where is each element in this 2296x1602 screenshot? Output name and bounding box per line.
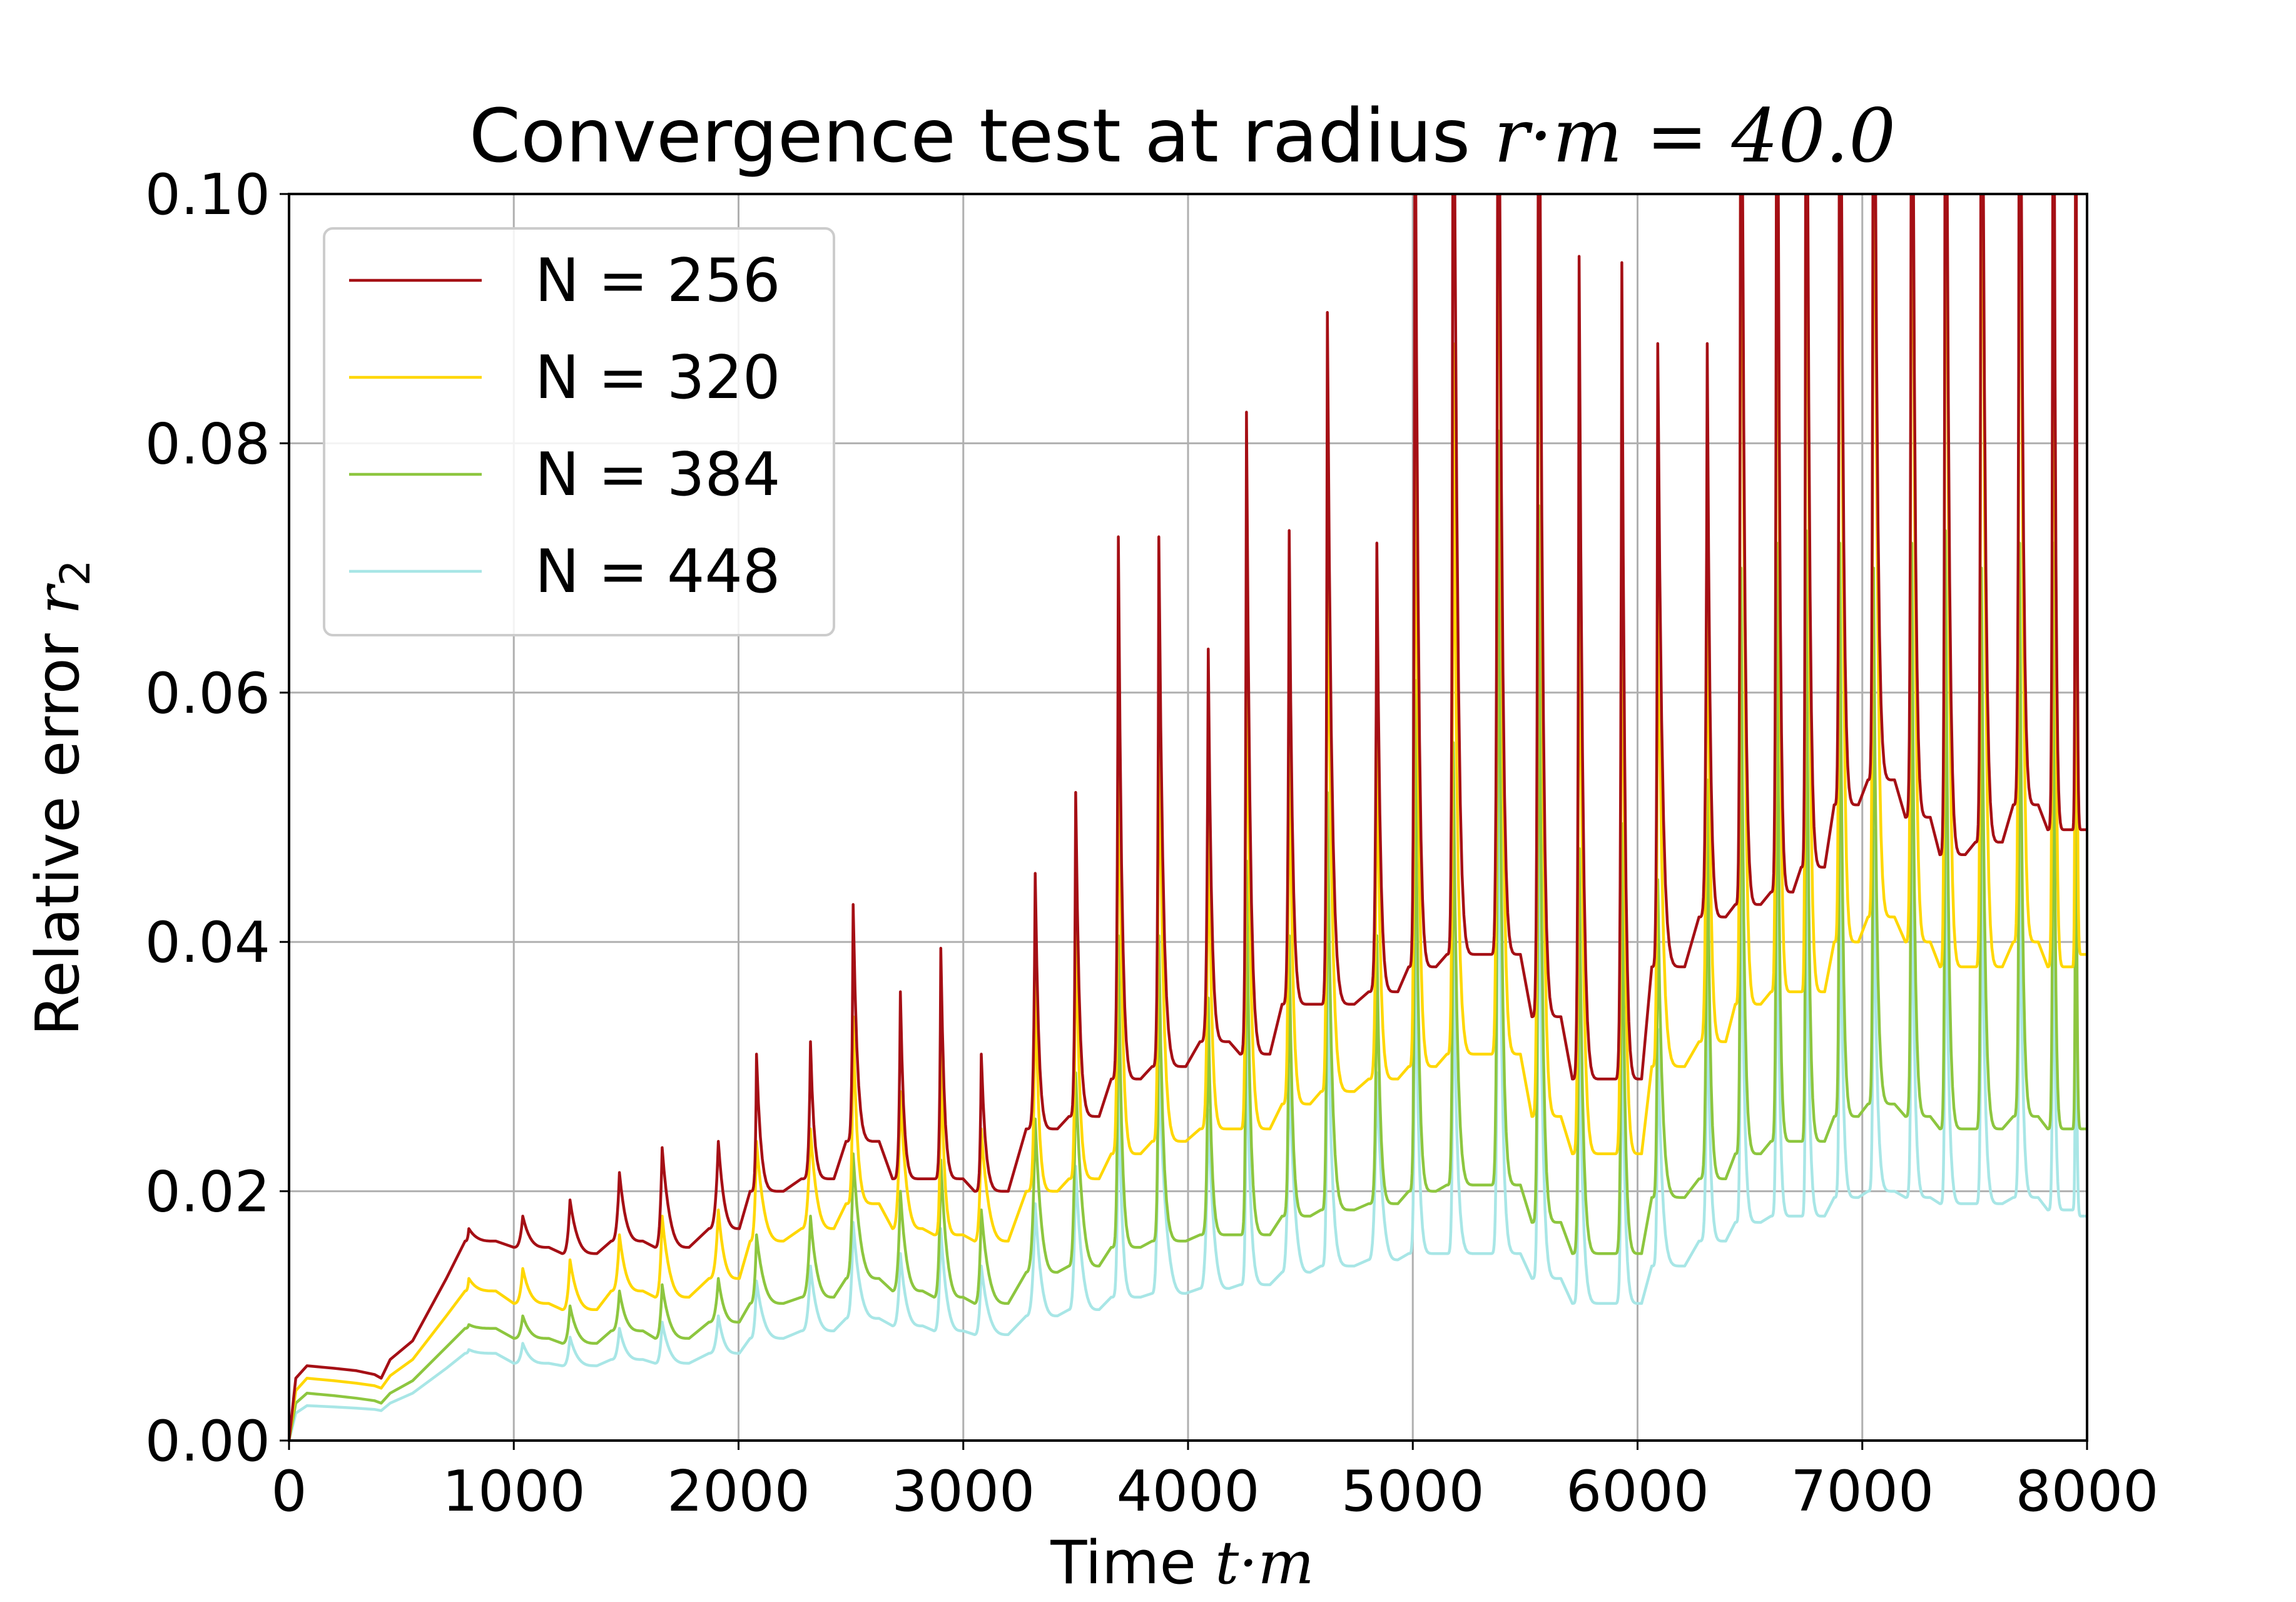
y-tick-label: 0.08 bbox=[145, 411, 270, 477]
legend-label: N = 320 bbox=[535, 344, 780, 412]
x-axis-label: Time t·m bbox=[1050, 1529, 1314, 1598]
y-tick-label: 0.06 bbox=[145, 661, 270, 727]
chart-title-math: r·m = 40.0 bbox=[1494, 93, 1896, 179]
x-tick-label: 7000 bbox=[1791, 1459, 1934, 1524]
series-line-n-448 bbox=[289, 678, 2087, 1441]
x-axis-label-math: t·m bbox=[1215, 1529, 1314, 1598]
x-tick-label: 4000 bbox=[1116, 1459, 1259, 1524]
legend-label: N = 256 bbox=[535, 247, 780, 315]
legend-box bbox=[323, 227, 835, 636]
x-tick-label: 5000 bbox=[1341, 1459, 1485, 1524]
series-line-n-256 bbox=[289, 194, 2087, 1441]
y-axis-label-math: r bbox=[24, 583, 93, 615]
x-tick-label: 0 bbox=[271, 1459, 307, 1524]
x-tick-label: 1000 bbox=[442, 1459, 586, 1524]
x-tick-label: 2000 bbox=[667, 1459, 810, 1524]
x-tick-label: 3000 bbox=[891, 1459, 1035, 1524]
legend: N = 256 N = 320 N = 384 N = 448 bbox=[323, 227, 835, 636]
y-tick-label: 0.10 bbox=[145, 162, 270, 228]
x-axis-label-text: Time bbox=[1050, 1529, 1215, 1598]
y-tick-label: 0.02 bbox=[145, 1160, 270, 1225]
x-tick-label: 8000 bbox=[2015, 1459, 2158, 1524]
y-axis-label: Relative error r2 bbox=[24, 560, 99, 1036]
series-line-n-384 bbox=[289, 429, 2087, 1441]
legend-label: N = 448 bbox=[535, 538, 780, 606]
series-layer bbox=[289, 194, 2087, 1441]
y-tick-label: 0.00 bbox=[145, 1409, 270, 1474]
y-axis-label-text: Relative error bbox=[24, 615, 93, 1036]
x-tick-label: 6000 bbox=[1566, 1459, 1709, 1524]
chart-title: Convergence test at radius r·m = 40.0 bbox=[469, 93, 1896, 179]
y-axis-label-subscript: 2 bbox=[51, 560, 99, 586]
legend-label: N = 384 bbox=[535, 441, 780, 509]
y-tick-label: 0.04 bbox=[145, 910, 270, 976]
chart-title-prefix: Convergence test at radius bbox=[469, 93, 1494, 179]
series-line-n-320 bbox=[289, 194, 2087, 1441]
tick-layer: 0 1000 2000 3000 4000 5000 6000 7000 8000 0.00 0.0… bbox=[145, 162, 2159, 1524]
